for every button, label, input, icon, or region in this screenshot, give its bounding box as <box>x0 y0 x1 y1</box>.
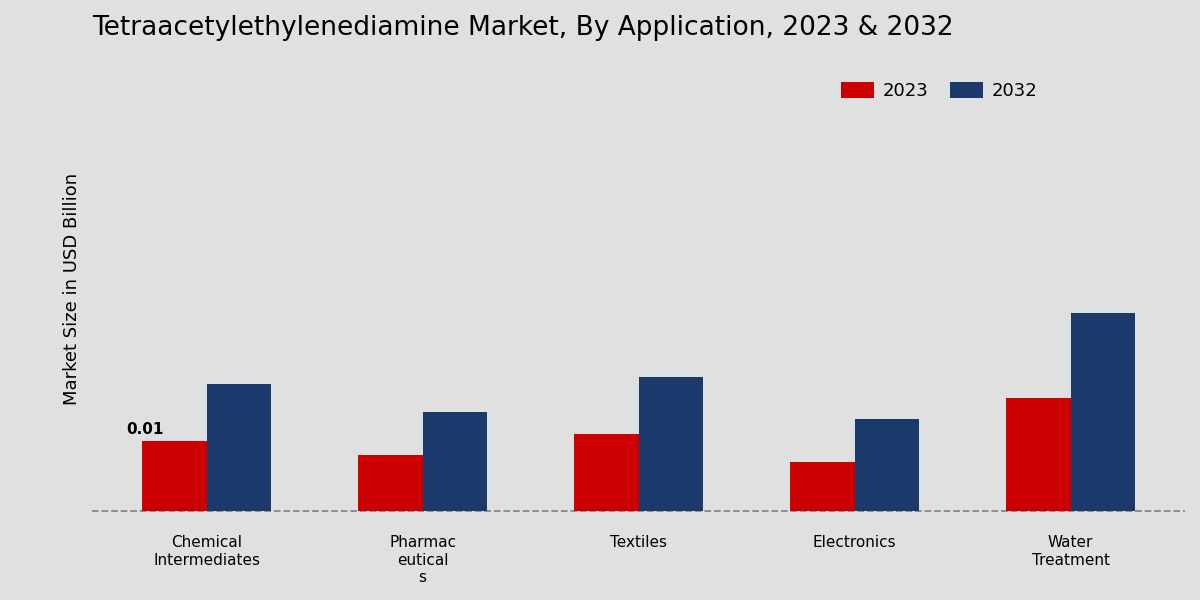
Bar <box>358 455 422 511</box>
Bar <box>422 412 487 511</box>
Bar <box>142 440 206 511</box>
Bar <box>638 377 703 511</box>
Y-axis label: Market Size in USD Billion: Market Size in USD Billion <box>62 173 82 404</box>
Bar <box>574 434 638 511</box>
Bar <box>206 384 271 511</box>
Legend: 2023, 2032: 2023, 2032 <box>834 75 1045 107</box>
Text: Tetraacetylethylenediamine Market, By Application, 2023 & 2032: Tetraacetylethylenediamine Market, By Ap… <box>92 15 954 41</box>
Text: 0.01: 0.01 <box>127 422 164 437</box>
Bar <box>1070 313 1135 511</box>
Bar <box>790 462 854 511</box>
Bar <box>854 419 919 511</box>
Bar <box>1006 398 1070 511</box>
